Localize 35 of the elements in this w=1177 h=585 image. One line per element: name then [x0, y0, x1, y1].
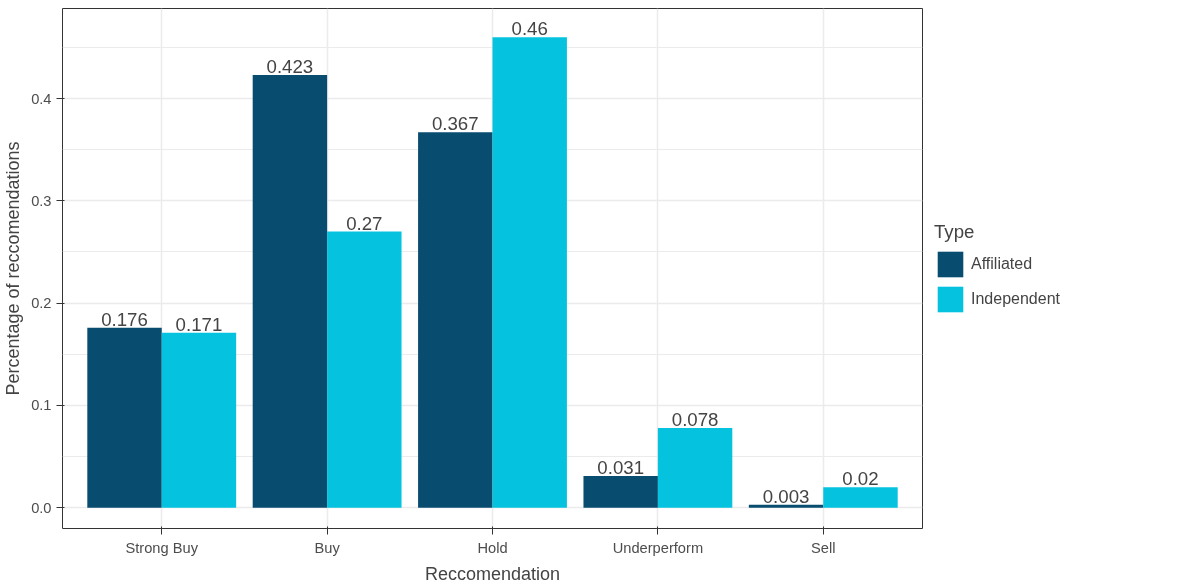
data-label: 0.367	[431, 113, 479, 135]
data-label: 0.46	[511, 18, 548, 40]
bar	[583, 476, 658, 508]
x-tick-label: Hold	[477, 539, 508, 556]
y-tick-label: 0.1	[31, 397, 52, 414]
x-axis-title: Reccomendation	[424, 563, 561, 584]
legend-title: Type	[934, 221, 976, 243]
bar	[252, 75, 328, 508]
x-tick-label: Strong Buy	[125, 539, 199, 556]
bar	[823, 487, 898, 508]
y-tick-label: 0.3	[31, 192, 52, 209]
data-label: 0.02	[842, 468, 879, 490]
x-tick-label: Underperform	[612, 539, 704, 556]
legend-label: Independent	[971, 290, 1060, 308]
bar	[87, 327, 162, 508]
legend-label: Affiliated	[971, 255, 1033, 273]
bar	[161, 332, 237, 508]
y-axis-title: Percentage of reccomendations	[3, 141, 24, 396]
bar	[327, 231, 402, 508]
x-tick-label: Sell	[811, 539, 836, 556]
data-label: 0.078	[671, 408, 719, 430]
data-label: 0.176	[101, 308, 148, 330]
data-label: 0.27	[346, 212, 383, 234]
bar	[657, 427, 733, 508]
x-tick-label: Buy	[314, 539, 341, 556]
data-label: 0.423	[266, 56, 314, 77]
bar	[418, 132, 493, 508]
y-tick-label: 0.4	[31, 90, 52, 107]
data-label: 0.003	[762, 485, 810, 507]
bar	[748, 504, 824, 508]
bar	[492, 37, 567, 508]
y-tick-label: 0.2	[31, 295, 52, 312]
data-label: 0.171	[175, 313, 223, 335]
y-tick-label: 0.0	[31, 499, 52, 516]
data-label: 0.031	[597, 457, 645, 479]
